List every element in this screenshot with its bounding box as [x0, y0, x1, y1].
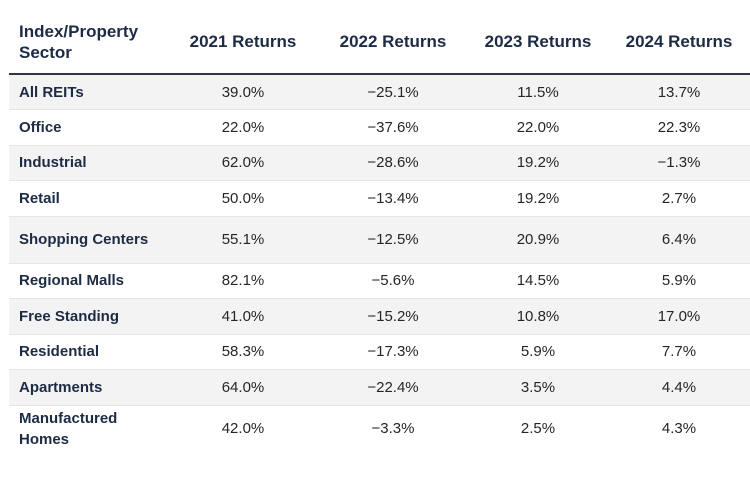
table-row: Office 22.0% −37.6% 22.0% 22.3% [9, 109, 750, 145]
return-2024-cell: 6.4% [608, 215, 750, 263]
return-2022-cell: −12.5% [318, 215, 468, 263]
table-row: Industrial 62.0% −28.6% 19.2% −1.3% [9, 144, 750, 181]
header-2023: 2023 Returns [468, 10, 608, 75]
return-2021-cell: 41.0% [168, 298, 318, 334]
header-sector: Index/Property Sector [9, 10, 168, 75]
return-2024-cell: 4.4% [608, 369, 750, 405]
table-row: Residential 58.3% −17.3% 5.9% 7.7% [9, 333, 750, 370]
return-2023-cell: 22.0% [468, 109, 608, 145]
return-2023-cell: 11.5% [517, 83, 559, 101]
return-2021-cell: 58.3% [168, 333, 318, 370]
return-2022-cell: −22.4% [318, 369, 468, 405]
sector-cell: Apartments [9, 369, 168, 405]
return-2024-cell: 4.3% [608, 404, 750, 452]
return-2023-cell: 10.8% [468, 298, 608, 334]
return-2023-cell: 2.5% [468, 404, 608, 452]
return-2022-cell: −37.6% [318, 109, 468, 145]
return-2021-cell: 50.0% [168, 180, 318, 216]
sector-cell: All REITs [19, 83, 84, 101]
return-2022-cell: −5.6% [318, 262, 468, 299]
header-row: Index/Property Sector 2021 Returns 2022 … [9, 10, 750, 75]
sector-cell: Residential [9, 333, 168, 370]
return-2023-cell: 3.5% [468, 369, 608, 405]
return-2024-cell: 17.0% [608, 298, 750, 334]
table-row: Free Standing 41.0% −15.2% 10.8% 17.0% [9, 298, 750, 334]
return-2024-cell: 22.3% [608, 109, 750, 145]
return-2022-cell: −28.6% [318, 144, 468, 181]
return-2022-cell: −13.4% [318, 180, 468, 216]
table-row: All REITs 39.0% −25.1% 11.5% 13.7% [9, 74, 750, 110]
table-row: Regional Malls 82.1% −5.6% 14.5% 5.9% [9, 262, 750, 299]
return-2023-cell: 19.2% [468, 180, 608, 216]
return-2023-cell: 14.5% [468, 262, 608, 299]
return-2021-cell: 62.0% [168, 144, 318, 181]
return-2021-cell: 82.1% [168, 262, 318, 299]
return-2024-cell: 5.9% [608, 262, 750, 299]
return-2021-cell: 64.0% [168, 369, 318, 405]
return-2021-cell: 42.0% [168, 404, 318, 452]
table-row: Apartments 64.0% −22.4% 3.5% 4.4% [9, 369, 750, 405]
return-2022-cell: −15.2% [318, 298, 468, 334]
header-2022: 2022 Returns [318, 10, 468, 75]
sector-cell: Shopping Centers [9, 215, 168, 263]
return-2024-cell: 2.7% [608, 180, 750, 216]
sector-cell: Retail [9, 180, 168, 216]
return-2023-cell: 19.2% [468, 144, 608, 181]
return-2024-cell: 7.7% [608, 333, 750, 370]
return-2024-cell: 13.7% [657, 83, 701, 101]
return-2023-cell: 5.9% [468, 333, 608, 370]
sector-cell: Industrial [9, 144, 168, 181]
return-2022-cell: −25.1% [367, 83, 419, 101]
table-row: Shopping Centers 55.1% −12.5% 20.9% 6.4% [9, 215, 750, 263]
sector-cell: Manufactured Homes [9, 404, 168, 452]
table-body: All REITs 39.0% −25.1% 11.5% 13.7% Offic… [9, 74, 750, 452]
return-2021-cell: 55.1% [168, 215, 318, 263]
table-row: Manufactured Homes 42.0% −3.3% 2.5% 4.3% [9, 404, 750, 452]
sector-cell: Free Standing [9, 298, 168, 334]
return-2022-cell: −3.3% [318, 404, 468, 452]
return-2021-cell: 22.0% [168, 109, 318, 145]
table-header: Index/Property Sector 2021 Returns 2022 … [9, 10, 750, 75]
return-2024-cell: −1.3% [608, 144, 750, 181]
return-2023-cell: 20.9% [468, 215, 608, 263]
sector-cell: Office [9, 109, 168, 145]
sector-cell: Regional Malls [9, 262, 168, 299]
table-row: Retail 50.0% −13.4% 19.2% 2.7% [9, 180, 750, 216]
return-2022-cell: −17.3% [318, 333, 468, 370]
header-2021: 2021 Returns [168, 10, 318, 75]
header-2024: 2024 Returns [608, 10, 750, 75]
return-2021-cell: 39.0% [221, 83, 265, 101]
reit-returns-table: Index/Property Sector 2021 Returns 2022 … [9, 10, 750, 452]
